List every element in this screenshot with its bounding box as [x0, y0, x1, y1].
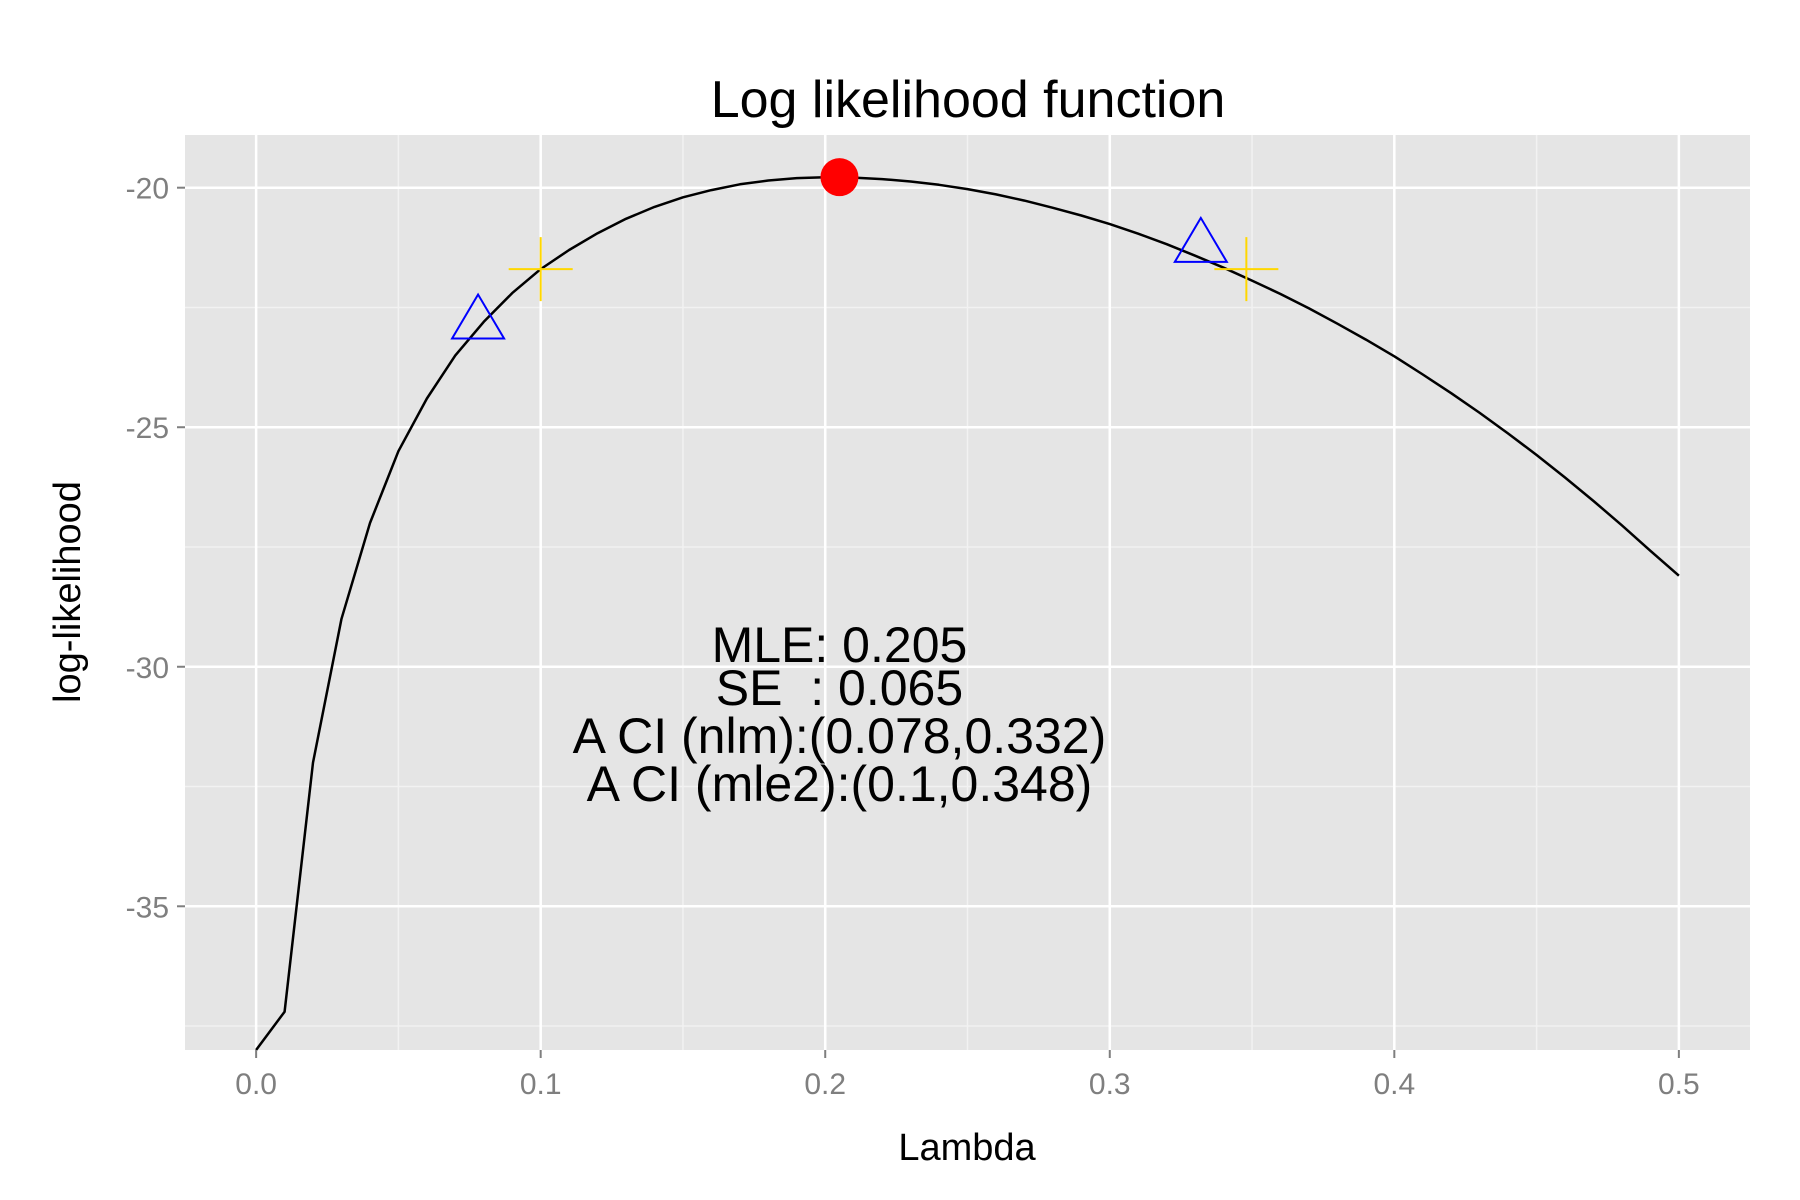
- x-tick-label: 0.4: [1373, 1068, 1415, 1101]
- y-tick-label: -35: [126, 891, 169, 924]
- annotation-text: SE : 0.065: [716, 660, 963, 716]
- x-tick-label: 0.3: [1089, 1068, 1131, 1101]
- chart-title: Log likelihood function: [711, 71, 1226, 129]
- x-tick-label: 0.2: [804, 1068, 846, 1101]
- y-tick-label: -25: [126, 412, 169, 445]
- y-tick-label: -20: [126, 173, 169, 206]
- major-grid: [185, 135, 1750, 1050]
- nlm-ci-triangle-marker: [1173, 215, 1229, 263]
- x-tick-label: 0.5: [1658, 1068, 1700, 1101]
- x-tick-label: 0.1: [520, 1068, 562, 1101]
- y-axis: -20 -25 -30 -35: [126, 173, 185, 924]
- log-likelihood-line: [255, 175, 1680, 1051]
- nlm-ci-triangle-marker: [450, 292, 506, 340]
- mle2-ci-plus-marker: [508, 237, 573, 302]
- mle-point: [820, 158, 859, 197]
- x-tick-label: 0.0: [235, 1068, 277, 1101]
- y-tick-label: -30: [126, 652, 169, 685]
- mle2-ci-plus-marker: [1214, 237, 1279, 302]
- minor-grid: [185, 135, 1750, 1050]
- series-layer: [255, 175, 1680, 1051]
- marker-layer: [450, 158, 1279, 340]
- annotation-text: A CI (mle2):(0.1,0.348): [587, 756, 1093, 812]
- annotation-text: A CI (nlm):(0.078,0.332): [573, 708, 1107, 764]
- x-axis: 0.0 0.1 0.2 0.3 0.4 0.5: [235, 1050, 1700, 1101]
- y-axis-title: log-likelihood: [47, 481, 89, 703]
- annotation-text: MLE: 0.205: [712, 617, 968, 673]
- x-axis-title: Lambda: [898, 1127, 1036, 1169]
